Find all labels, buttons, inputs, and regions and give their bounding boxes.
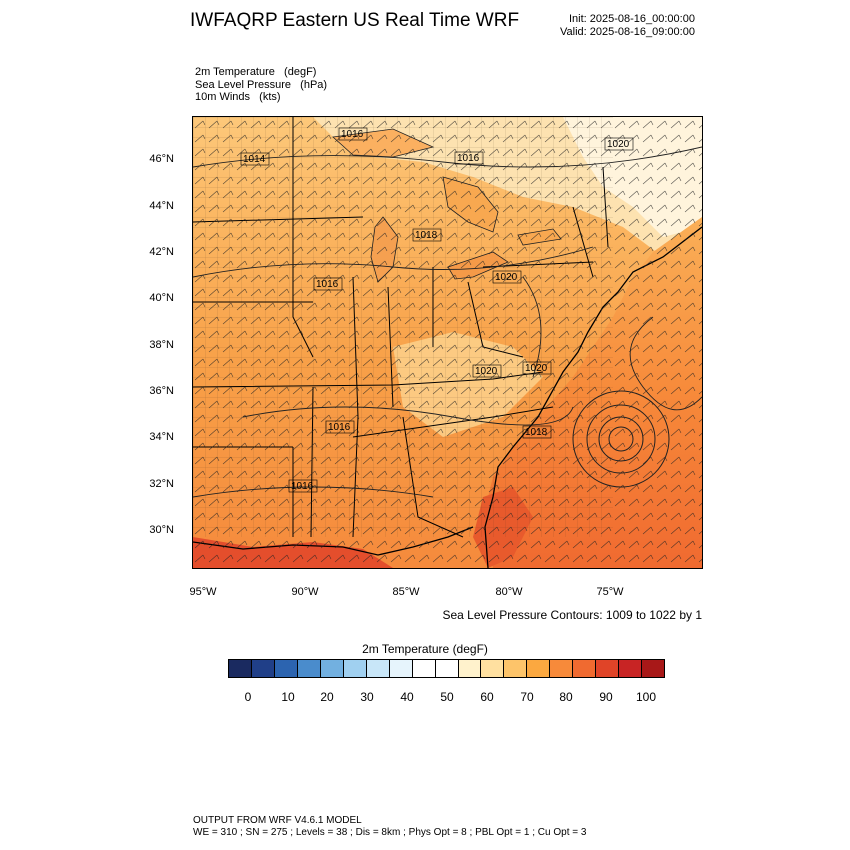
- colorbar-segment: [343, 660, 367, 677]
- svg-text:1020: 1020: [607, 139, 630, 150]
- colorbar-segment: [229, 660, 252, 677]
- pressure-label: 1018: [412, 228, 442, 242]
- pressure-label: 1020: [472, 364, 502, 378]
- lat-label-32: 32°N: [149, 478, 174, 490]
- pressure-label: 1016: [288, 479, 318, 493]
- field-winds: 10m Winds (kts): [195, 91, 281, 103]
- svg-text:1016: 1016: [291, 481, 314, 492]
- pressure-label: 1016: [454, 151, 484, 165]
- lat-label-46: 46°N: [149, 153, 174, 165]
- footer-model: OUTPUT FROM WRF V4.6.1 MODEL: [193, 815, 362, 826]
- svg-text:1020: 1020: [495, 272, 518, 283]
- lat-label-30: 30°N: [149, 524, 174, 536]
- svg-text:1014: 1014: [243, 154, 266, 165]
- lon-label-80: 80°W: [495, 586, 523, 598]
- pressure-contours: [193, 146, 702, 498]
- lat-label-36: 36°N: [149, 385, 174, 397]
- lon-label-75: 75°W: [596, 586, 624, 598]
- init-time: Init: 2025-08-16_00:00:00: [568, 13, 695, 25]
- pressure-label: 1014: [240, 152, 270, 166]
- colorbar-segment: [251, 660, 275, 677]
- svg-text:1018: 1018: [415, 230, 438, 241]
- colorbar-label: 50: [440, 690, 454, 704]
- footer-config: WE = 310 ; SN = 275 ; Levels = 38 ; Dis …: [193, 827, 587, 838]
- lon-label-90: 90°W: [291, 586, 319, 598]
- colorbar-segment: [320, 660, 344, 677]
- colorbar-segment: [435, 660, 459, 677]
- pressure-label: 1020: [604, 137, 634, 151]
- weather-map: 1014 1016 1020 1018 1016 1020 1020 1020 1016 1018…: [193, 117, 702, 568]
- contour-note: Sea Level Pressure Contours: 1009 to 102…: [442, 608, 703, 622]
- colorbar-segment: [642, 660, 665, 677]
- colorbar-label: 40: [400, 690, 414, 704]
- model-footer: OUTPUT FROM WRF V4.6.1 MODEL WE = 310 ; …: [193, 815, 586, 839]
- lat-label-42: 42°N: [149, 246, 174, 258]
- colorbar-segment: [527, 660, 551, 677]
- svg-text:1016: 1016: [328, 422, 351, 433]
- colorbar-title: 2m Temperature (degF): [362, 642, 488, 656]
- colorbar-segment: [619, 660, 643, 677]
- colorbar-label: 90: [599, 690, 613, 704]
- pressure-label: 1020: [492, 270, 522, 284]
- colorbar-label: 20: [320, 690, 334, 704]
- field-pressure: Sea Level Pressure (hPa): [195, 78, 328, 91]
- colorbar-segment: [458, 660, 482, 677]
- colorbar-label: 70: [520, 690, 534, 704]
- pressure-label: 1016: [338, 127, 368, 141]
- low-pressure-center: [572, 390, 670, 488]
- pressure-label: 1020: [522, 361, 552, 375]
- colorbar-segment: [596, 660, 620, 677]
- lat-label-44: 44°N: [149, 200, 174, 212]
- lat-label-38: 38°N: [149, 339, 174, 351]
- svg-text:1016: 1016: [316, 279, 339, 290]
- colorbar-segment: [389, 660, 413, 677]
- valid-time: Valid: 2025-08-16_09:00:00: [560, 26, 695, 38]
- colorbar-label: 60: [480, 690, 494, 704]
- colorbar-segment: [274, 660, 298, 677]
- colorbar-segment: [412, 660, 436, 677]
- colorbar-segment: [481, 660, 505, 677]
- colorbar-label: 10: [281, 690, 295, 704]
- colorbar-label: 30: [360, 690, 374, 704]
- colorbar: [228, 659, 665, 678]
- svg-text:1016: 1016: [457, 153, 480, 164]
- wind-barbs: [193, 117, 702, 568]
- lat-label-34: 34°N: [149, 431, 174, 443]
- field-list: 2m Temperature (degF) Sea Level Pressure…: [195, 66, 327, 104]
- lat-label-40: 40°N: [149, 292, 174, 304]
- svg-text:1016: 1016: [341, 129, 364, 140]
- svg-text:1018: 1018: [525, 427, 548, 438]
- svg-text:1020: 1020: [475, 366, 498, 377]
- lon-label-95: 95°W: [189, 586, 217, 598]
- colorbar-label: 0: [244, 690, 252, 704]
- pressure-label: 1016: [325, 420, 355, 434]
- field-temperature: 2m Temperature (degF): [195, 66, 317, 78]
- svg-text:1020: 1020: [525, 363, 548, 374]
- colorbar-segment: [366, 660, 390, 677]
- pressure-labels: 1014 1016 1020 1018 1016 1020 1020 1020 1016 1018…: [240, 127, 634, 493]
- run-times: Init: 2025-08-16_00:00:00 Valid: 2025-08…: [560, 13, 695, 39]
- pressure-label: 1018: [522, 425, 552, 439]
- colorbar-segment: [550, 660, 574, 677]
- map-panel: 1014 1016 1020 1018 1016 1020 1020 1020 1016 1018…: [192, 116, 703, 569]
- pressure-label: 1016: [313, 277, 343, 291]
- colorbar-label: 80: [559, 690, 573, 704]
- colorbar-segment: [573, 660, 597, 677]
- plot-title: IWFAQRP Eastern US Real Time WRF: [190, 10, 520, 31]
- colorbar-segment: [504, 660, 528, 677]
- lon-label-85: 85°W: [392, 586, 420, 598]
- colorbar-label: 100: [635, 690, 657, 704]
- colorbar-segment: [297, 660, 321, 677]
